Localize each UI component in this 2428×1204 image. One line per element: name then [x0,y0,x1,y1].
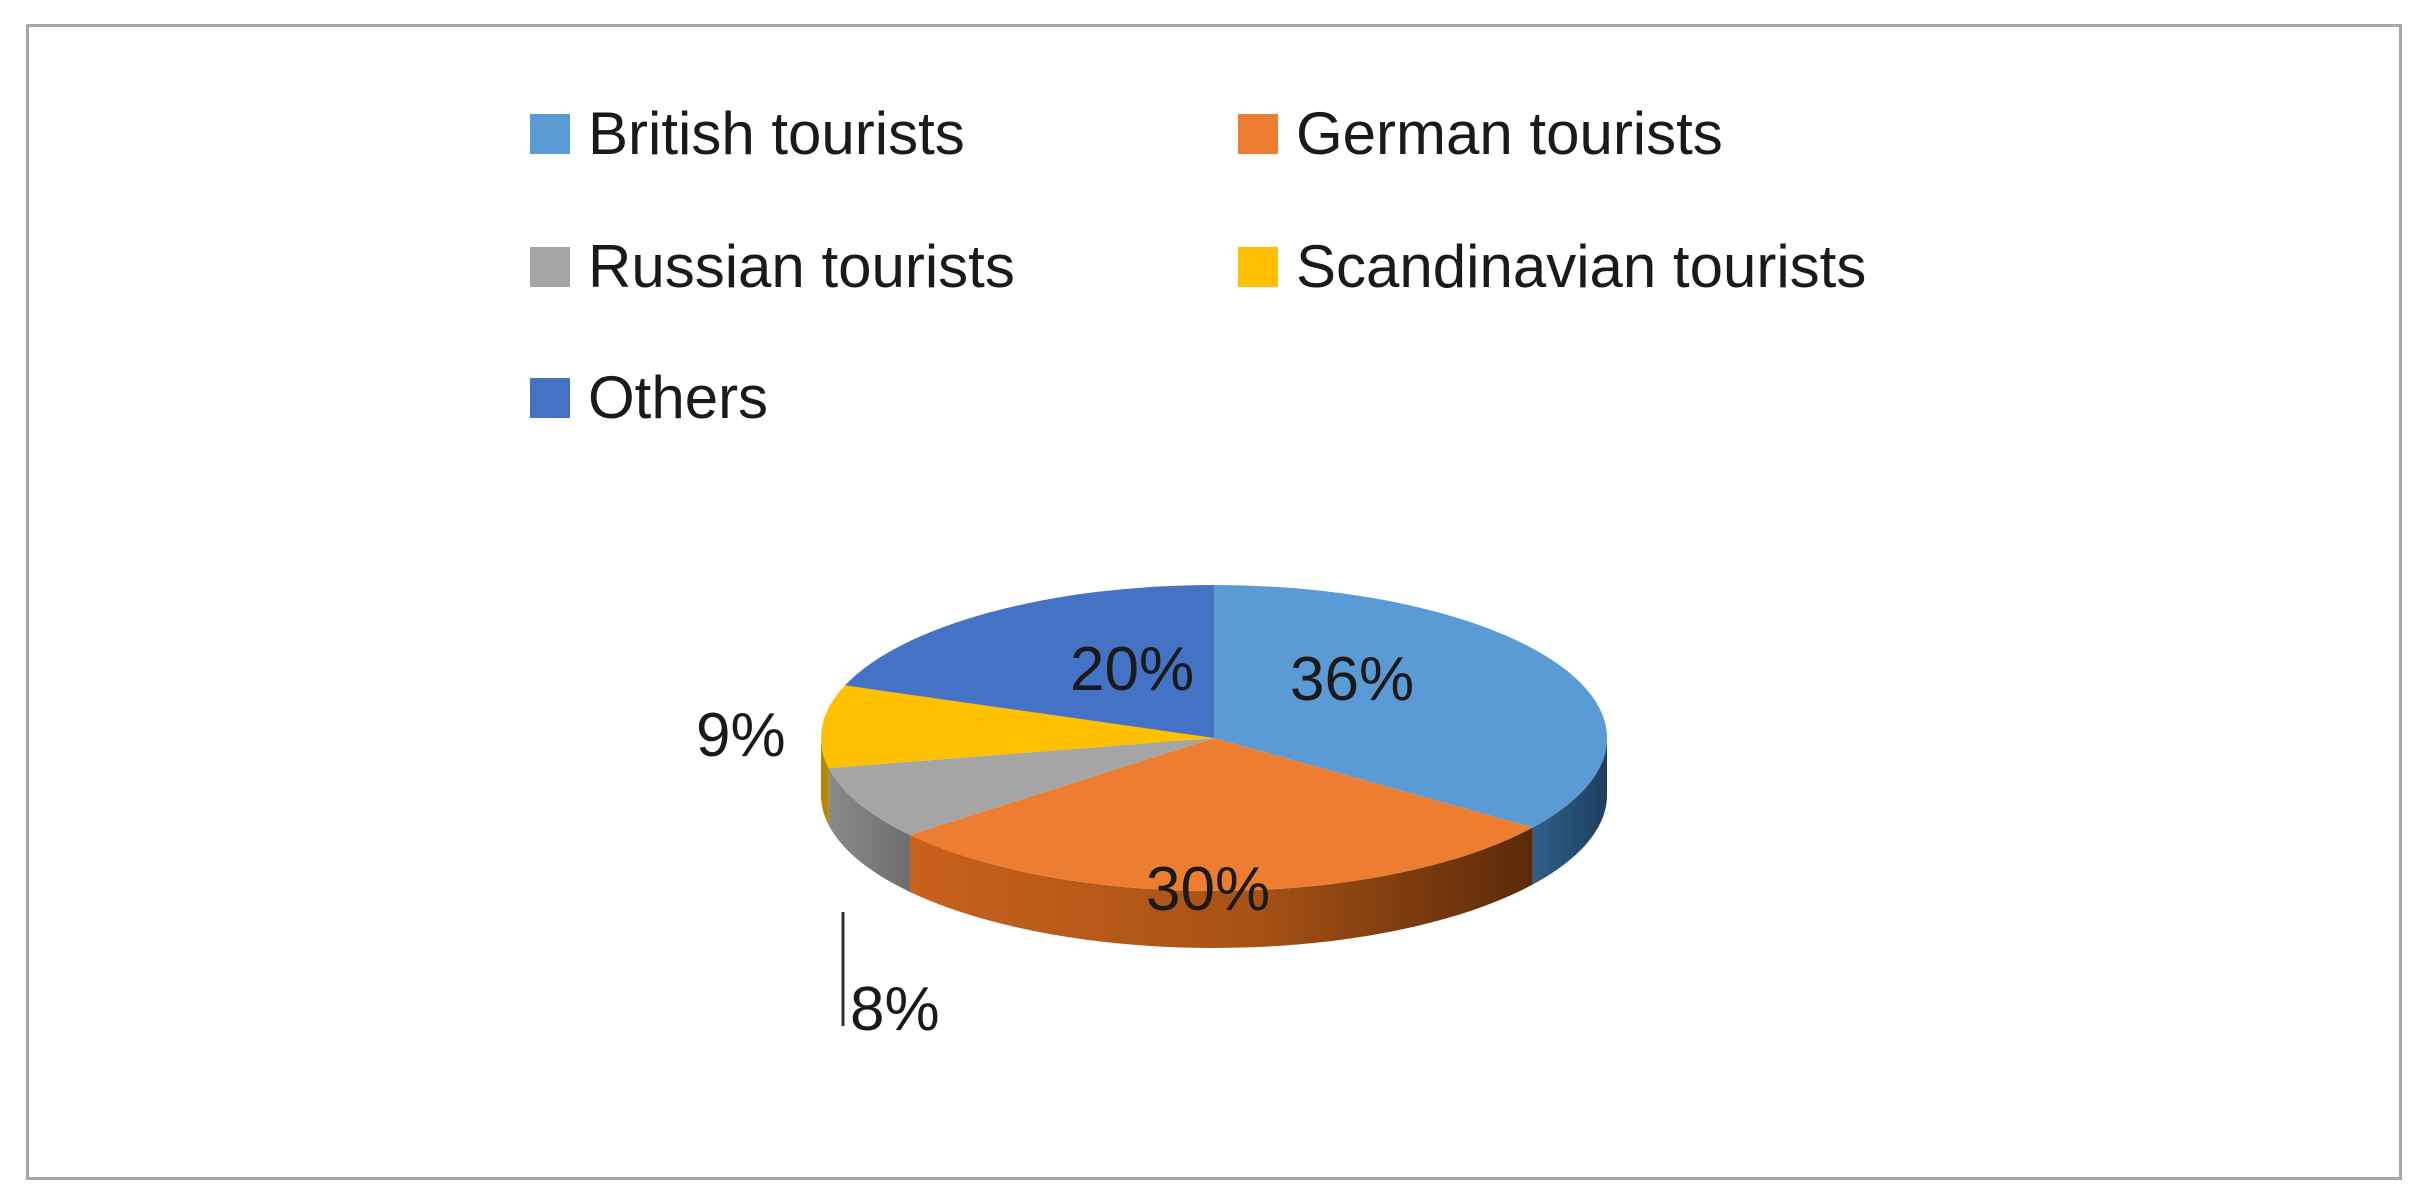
data-label-german: 30% [1146,855,1270,924]
legend-label-british: British tourists [588,100,965,167]
legend-item-german: German tourists [1238,100,1723,167]
pie-slice-others [844,585,1214,738]
data-label-russian: 8% [850,975,940,1044]
legend-item-scandinavian: Scandinavian tourists [1238,233,1866,300]
legend-swatch-british [530,114,570,154]
pie-slice-scandinavian [821,685,1214,769]
data-label-scandinavian: 9% [696,701,786,770]
pie-slice-russian [828,738,1214,835]
legend-item-russian: Russian tourists [530,233,1015,300]
legend-item-british: British tourists [530,100,965,167]
legend-item-others: Others [530,364,768,431]
pie-side-scandinavian [821,738,829,826]
legend-swatch-russian [530,247,570,287]
legend-swatch-scandinavian [1238,247,1278,287]
legend-label-others: Others [588,364,768,431]
pie-slice-german [909,738,1533,891]
data-label-others: 20% [1070,635,1194,704]
legend-label-scandinavian: Scandinavian tourists [1296,233,1866,300]
legend-swatch-german [1238,114,1278,154]
legend: British tourists German tourists Russian… [530,100,1866,431]
pie-sides [821,738,1607,948]
pie-side-british [1532,738,1607,885]
legend-swatch-others [530,378,570,418]
legend-label-russian: Russian tourists [588,233,1015,300]
data-label-british: 36% [1290,645,1414,714]
data-labels: 36% 30% 8% 9% 20% [696,635,1414,1044]
pie-side-german [909,827,1533,948]
pie-tops [821,585,1607,891]
legend-label-german: German tourists [1296,100,1723,167]
pie-slice-british [1214,585,1607,828]
pie-side-russian [828,768,910,892]
